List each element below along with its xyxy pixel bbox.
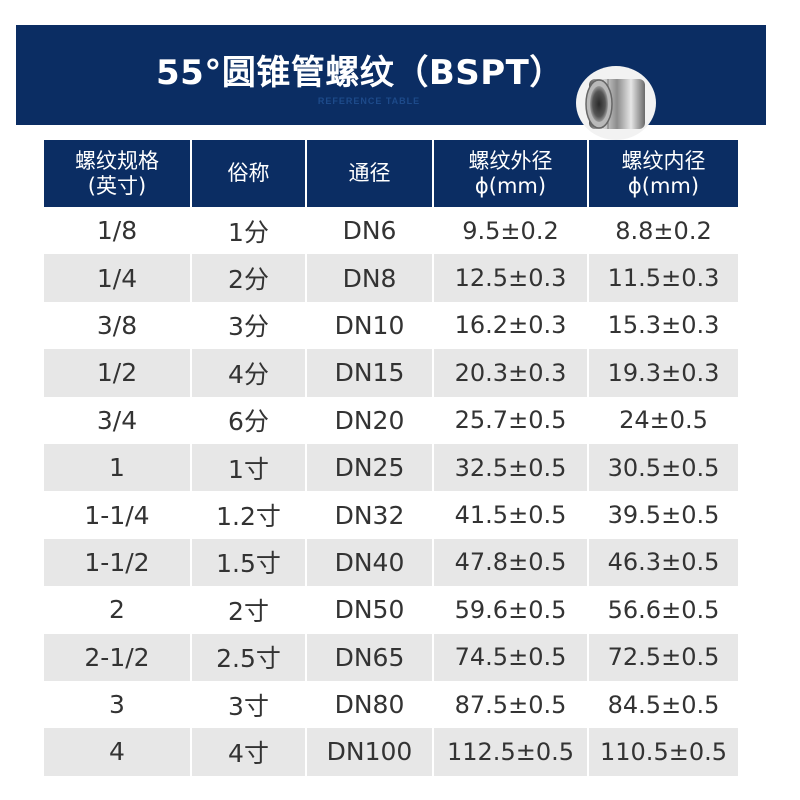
cell-outer-diameter: 41.5±0.5 [432,491,588,539]
cell-outer-diameter: 20.3±0.3 [432,349,588,397]
cell-common-name: 2.5寸 [190,633,306,681]
cell-common-name: 4寸 [190,728,306,776]
table-row: 4 4寸 DN100 112.5±0.5 110.5±0.5 [44,728,738,776]
header-thread-size: 螺纹规格 (英寸) [44,140,191,207]
cell-common-name: 2分 [190,254,306,302]
cell-nominal-bore: DN15 [305,349,433,397]
cell-thread-size: 1-1/2 [44,538,191,587]
cell-inner-diameter: 30.5±0.5 [587,443,738,492]
cell-thread-size: 1/2 [44,349,191,397]
table-row: 3/4 6分 DN20 25.7±0.5 24±0.5 [44,396,738,444]
cell-thread-size: 3/8 [44,301,191,350]
cell-thread-size: 4 [44,728,191,776]
page-title: 55°圆锥管螺纹（BSPT） [156,53,564,93]
cell-common-name: 1.2寸 [190,491,306,539]
header-label-line: ϕ(mm) [627,173,700,198]
cell-inner-diameter: 39.5±0.5 [587,491,738,539]
cell-thread-size: 3 [44,680,191,729]
table-row: 1 1寸 DN25 32.5±0.5 30.5±0.5 [44,443,738,492]
cell-outer-diameter: 9.5±0.2 [432,207,588,255]
cell-nominal-bore: DN8 [305,254,433,302]
table-row: 3 3寸 DN80 87.5±0.5 84.5±0.5 [44,680,738,729]
cell-nominal-bore: DN40 [305,538,433,587]
header-label-line: 螺纹内径 [621,148,706,173]
cell-outer-diameter: 47.8±0.5 [432,538,588,587]
cell-outer-diameter: 25.7±0.5 [432,396,588,444]
header-label-line: 俗称 [227,161,270,185]
table-row: 3/8 3分 DN10 16.2±0.3 15.3±0.3 [44,301,738,350]
cell-nominal-bore: DN100 [305,728,433,776]
cell-common-name: 6分 [190,396,306,444]
cell-outer-diameter: 74.5±0.5 [432,633,588,681]
table-row: 1-1/2 1.5寸 DN40 47.8±0.5 46.3±0.5 [44,538,738,587]
table-row: 1/4 2分 DN8 12.5±0.3 11.5±0.3 [44,254,738,302]
cell-common-name: 1.5寸 [190,538,306,587]
cell-common-name: 3寸 [190,680,306,729]
cell-inner-diameter: 46.3±0.5 [587,538,738,587]
cell-nominal-bore: DN80 [305,680,433,729]
cell-nominal-bore: DN6 [305,207,433,255]
bspt-spec-table: 螺纹规格 (英寸) 俗称 通径 螺纹外径 ϕ(mm) 螺纹内径 ϕ(mm) 1/8 1分 DN6 9… [44,140,738,776]
cell-nominal-bore: DN10 [305,301,433,350]
cell-thread-size: 1/8 [44,207,191,255]
cell-inner-diameter: 24±0.5 [587,396,738,444]
table-row: 2 2寸 DN50 59.6±0.5 56.6±0.5 [44,586,738,634]
header-nominal-bore: 通径 [305,140,433,207]
cell-outer-diameter: 87.5±0.5 [432,680,588,729]
header-label-line: 螺纹外径 [468,148,553,173]
cell-inner-diameter: 84.5±0.5 [587,680,738,729]
cell-thread-size: 3/4 [44,396,191,444]
cell-outer-diameter: 32.5±0.5 [432,443,588,492]
cell-inner-diameter: 110.5±0.5 [587,728,738,776]
cell-thread-size: 1/4 [44,254,191,302]
cell-thread-size: 2-1/2 [44,633,191,681]
header-inner-diameter: 螺纹内径 ϕ(mm) [587,140,738,207]
table-row: 1/8 1分 DN6 9.5±0.2 8.8±0.2 [44,207,738,255]
cell-thread-size: 1 [44,443,191,492]
header-label-line: 螺纹规格 [75,148,159,173]
cell-inner-diameter: 72.5±0.5 [587,633,738,681]
cell-common-name: 3分 [190,301,306,350]
table-row: 2-1/2 2.5寸 DN65 74.5±0.5 72.5±0.5 [44,633,738,681]
table-body: 1/8 1分 DN6 9.5±0.2 8.8±0.2 1/4 2分 DN8 12.5±0.3 11… [44,207,738,776]
header-label-line: 通径 [348,161,391,185]
cell-inner-diameter: 8.8±0.2 [587,207,738,255]
table-header-row: 螺纹规格 (英寸) 俗称 通径 螺纹外径 ϕ(mm) 螺纹内径 ϕ(mm) [44,140,738,207]
header-label-line: ϕ(mm) [474,173,547,198]
header-common-name: 俗称 [190,140,306,207]
cell-thread-size: 1-1/4 [44,491,191,539]
cell-common-name: 1寸 [190,443,306,492]
cell-inner-diameter: 56.6±0.5 [587,586,738,634]
title-banner: 55°圆锥管螺纹（BSPT） REFERENCE TABLE [16,25,766,140]
pipe-nipple-image [576,66,656,140]
cell-nominal-bore: DN32 [305,491,433,539]
cell-nominal-bore: DN25 [305,443,433,492]
cell-nominal-bore: DN50 [305,586,433,634]
cell-outer-diameter: 12.5±0.3 [432,254,588,302]
cell-common-name: 4分 [190,349,306,397]
cell-common-name: 2寸 [190,586,306,634]
cell-nominal-bore: DN20 [305,396,433,444]
table-row: 1-1/4 1.2寸 DN32 41.5±0.5 39.5±0.5 [44,491,738,539]
cell-inner-diameter: 19.3±0.3 [587,349,738,397]
table-row: 1/2 4分 DN15 20.3±0.3 19.3±0.3 [44,349,738,397]
cell-common-name: 1分 [190,207,306,255]
cell-outer-diameter: 59.6±0.5 [432,586,588,634]
cell-nominal-bore: DN65 [305,633,433,681]
page-subtitle: REFERENCE TABLE [317,96,421,106]
cell-inner-diameter: 11.5±0.3 [587,254,738,302]
cell-inner-diameter: 15.3±0.3 [587,301,738,350]
cell-outer-diameter: 16.2±0.3 [432,301,588,350]
cell-outer-diameter: 112.5±0.5 [432,728,588,776]
header-label-line: (英寸) [87,173,147,198]
cell-thread-size: 2 [44,586,191,634]
header-outer-diameter: 螺纹外径 ϕ(mm) [432,140,588,207]
